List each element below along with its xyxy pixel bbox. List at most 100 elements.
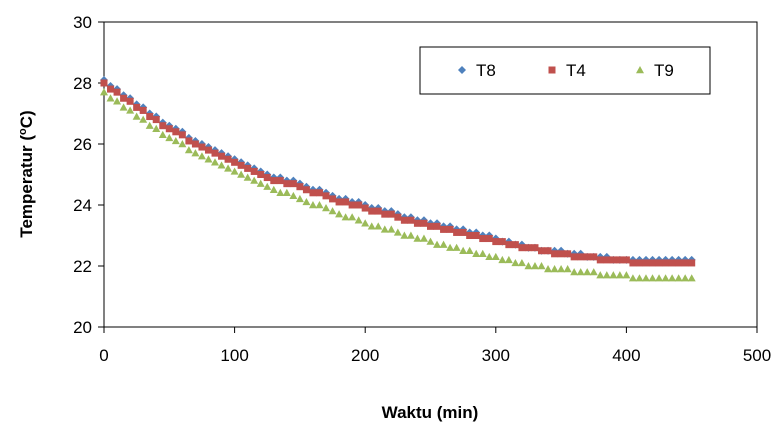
point-T4	[577, 253, 585, 261]
point-T9	[119, 103, 128, 111]
point-T4	[642, 259, 650, 267]
point-T4	[407, 216, 415, 224]
point-T9	[609, 271, 618, 279]
point-T4	[322, 192, 330, 200]
legend-items: T8 T4 T9	[458, 61, 674, 80]
legend-marker-T4	[548, 66, 556, 74]
point-T9	[622, 271, 631, 279]
point-T4	[524, 244, 532, 252]
point-T9	[171, 136, 180, 145]
legend-label-T4: T4	[566, 61, 586, 80]
point-T9	[126, 106, 135, 114]
y-tick-label: 30	[73, 13, 92, 32]
point-T9	[491, 252, 500, 261]
point-T9	[250, 176, 259, 184]
point-T9	[152, 124, 161, 132]
point-T9	[406, 231, 415, 239]
point-T9	[256, 179, 265, 187]
point-T9	[393, 228, 402, 236]
point-T4	[224, 155, 232, 163]
point-T9	[648, 274, 657, 282]
point-T9	[204, 155, 213, 163]
point-T4	[185, 137, 193, 145]
x-tick-label: 200	[351, 346, 379, 365]
point-T9	[563, 265, 572, 273]
point-T9	[550, 265, 559, 273]
y-tick-label: 28	[73, 74, 92, 93]
point-T4	[466, 232, 474, 239]
y-tick-label: 24	[73, 196, 92, 215]
point-T9	[570, 268, 579, 276]
point-T9	[302, 197, 311, 206]
point-T9	[184, 146, 193, 154]
point-T9	[419, 234, 428, 242]
point-T9	[276, 188, 285, 196]
x-tick-label: 300	[482, 346, 510, 365]
point-T9	[145, 121, 154, 129]
point-T4	[459, 228, 467, 236]
legend-marker-T9	[636, 66, 644, 74]
point-T4	[538, 247, 546, 255]
point-T9	[511, 258, 520, 267]
point-T9	[537, 262, 546, 270]
point-T9	[472, 249, 481, 257]
point-T4	[315, 189, 323, 197]
data-marks	[100, 75, 696, 282]
axes: 0 100 200 300 400 500 20 22 24 26 28 30	[73, 13, 771, 365]
point-T4	[159, 122, 167, 130]
point-T4	[544, 247, 552, 255]
point-T9	[100, 88, 108, 96]
point-T4	[204, 146, 212, 154]
point-T4	[420, 219, 428, 227]
point-T4	[244, 164, 252, 172]
point-T9	[139, 115, 148, 123]
point-T9	[674, 274, 683, 282]
point-T4	[675, 259, 683, 267]
point-T9	[576, 268, 585, 276]
point-T9	[230, 167, 239, 175]
point-T4	[263, 174, 271, 182]
point-T9	[308, 201, 317, 209]
point-T9	[217, 161, 226, 169]
point-T9	[459, 246, 468, 254]
point-T9	[322, 204, 331, 212]
point-T9	[295, 194, 304, 203]
point-T9	[687, 274, 696, 282]
legend: T8 T4 T9	[419, 46, 711, 95]
point-T9	[224, 164, 233, 172]
point-T9	[681, 274, 690, 282]
point-T4	[511, 241, 519, 249]
series-T4	[100, 79, 696, 267]
series-T8	[100, 75, 696, 264]
point-T9	[328, 207, 337, 215]
y-tick-label: 26	[73, 135, 92, 154]
legend-label-T8: T8	[476, 61, 496, 80]
point-T4	[427, 222, 434, 230]
legend-label-T9: T9	[654, 61, 674, 80]
point-T9	[530, 262, 539, 270]
point-T9	[335, 210, 344, 218]
point-T9	[211, 158, 220, 166]
y-axis-title-superscript: o	[17, 128, 29, 135]
point-T9	[661, 274, 670, 282]
point-T9	[413, 234, 422, 242]
point-T4	[557, 250, 565, 258]
point-T4	[433, 222, 441, 230]
point-T9	[113, 97, 122, 105]
point-T4	[394, 213, 402, 221]
point-T4	[655, 259, 663, 267]
point-T9	[439, 240, 448, 248]
point-T4	[172, 128, 180, 136]
point-T9	[433, 240, 442, 248]
point-T9	[237, 170, 246, 178]
point-T9	[178, 140, 187, 148]
point-T4	[662, 259, 670, 267]
point-T9	[589, 268, 598, 276]
point-T4	[257, 171, 265, 178]
point-T9	[191, 149, 200, 157]
point-T4	[616, 256, 624, 264]
point-T9	[400, 231, 409, 239]
point-T4	[649, 259, 657, 267]
point-T4	[479, 235, 487, 243]
